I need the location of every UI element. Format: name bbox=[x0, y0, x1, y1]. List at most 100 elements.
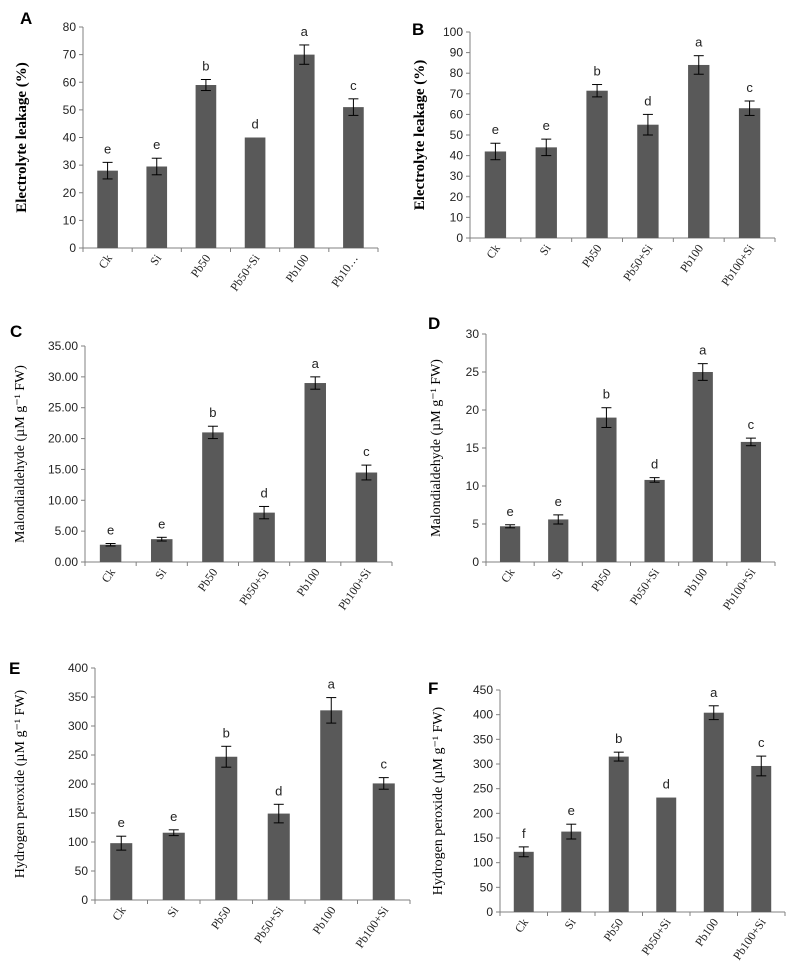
significance-letter: a bbox=[312, 356, 320, 371]
bar bbox=[596, 417, 617, 562]
x-category-label: Pb50 bbox=[579, 242, 605, 270]
x-category-label: Pb100+Si bbox=[353, 903, 392, 950]
x-category-label: Ck bbox=[498, 566, 518, 586]
y-tick-label: 100 bbox=[473, 856, 493, 870]
x-category-label: Pb50+Si bbox=[627, 565, 663, 608]
significance-letter: e bbox=[492, 122, 499, 137]
panel-letter: B bbox=[412, 20, 424, 39]
y-tick-label: 20.00 bbox=[48, 432, 78, 446]
bar bbox=[267, 813, 290, 900]
x-category-label: Pb100 bbox=[310, 904, 339, 937]
y-tick-label: 400 bbox=[473, 708, 493, 722]
y-tick-label: 150 bbox=[473, 831, 493, 845]
y-tick-label: 50 bbox=[450, 128, 464, 142]
bar bbox=[195, 85, 217, 248]
y-tick-label: 30.00 bbox=[48, 370, 78, 384]
y-tick-label: 50 bbox=[75, 864, 89, 878]
significance-letter: b bbox=[615, 731, 622, 746]
y-tick-label: 350 bbox=[473, 732, 493, 746]
x-category-label: Ck bbox=[99, 566, 119, 586]
y-tick-label: 30 bbox=[450, 169, 464, 183]
y-tick-label: 60 bbox=[450, 107, 464, 121]
bar bbox=[97, 170, 118, 248]
x-category-label: Si bbox=[164, 903, 182, 920]
x-category-label: Pb100 bbox=[283, 252, 312, 285]
y-tick-label: 25 bbox=[466, 365, 480, 379]
y-tick-label: 35.00 bbox=[48, 339, 78, 353]
bar bbox=[162, 832, 185, 900]
y-tick-label: 300 bbox=[473, 757, 493, 771]
significance-letter: a bbox=[710, 685, 718, 700]
x-category-label: Pb50 bbox=[588, 566, 614, 594]
bar bbox=[343, 107, 364, 248]
y-tick-label: 50 bbox=[63, 103, 77, 117]
y-tick-label: 50 bbox=[480, 880, 494, 894]
bar bbox=[692, 372, 713, 562]
y-tick-label: 80 bbox=[63, 20, 77, 34]
bar bbox=[484, 151, 507, 238]
panel-d: D Malondialdehyde (µM g⁻¹ FW) 0 5 10 15 20 25 30… bbox=[428, 314, 776, 613]
bar bbox=[146, 166, 168, 248]
x-category-label: Pb10… bbox=[328, 252, 361, 290]
significance-letter: c bbox=[748, 417, 755, 432]
significance-letter: d bbox=[251, 117, 258, 132]
y-axis-label: Malondialdehyde (µM g⁻¹ FW) bbox=[429, 359, 444, 537]
bar bbox=[644, 479, 665, 562]
significance-letter: d bbox=[644, 93, 651, 108]
y-tick-label: 150 bbox=[68, 806, 88, 820]
significance-letter: e bbox=[555, 494, 562, 509]
significance-letter: d bbox=[260, 485, 267, 500]
x-category-label: Pb50+Si bbox=[236, 565, 272, 608]
y-tick-label: 25.00 bbox=[48, 401, 78, 415]
x-category-label: Ck bbox=[483, 242, 503, 262]
bar bbox=[372, 783, 395, 900]
panel-f: F Hydrogen peroxide (µM g⁻¹ FW) 0 50 100 150 2… bbox=[428, 679, 786, 963]
significance-letter: b bbox=[202, 58, 209, 73]
x-category-label: Si bbox=[561, 915, 579, 932]
x-category-label: Pb100+Si bbox=[718, 241, 757, 288]
y-tick-label: 30 bbox=[466, 327, 480, 341]
x-category-label: Pb50 bbox=[188, 252, 214, 280]
y-tick-label: 0 bbox=[81, 893, 88, 907]
x-category-label: Pb100 bbox=[677, 242, 706, 275]
y-axis-label: Malondialdehyde (µM g⁻¹ FW) bbox=[13, 365, 28, 543]
y-tick-label: 10 bbox=[466, 479, 480, 493]
significance-letter: e bbox=[568, 803, 575, 818]
significance-letter: b bbox=[209, 405, 216, 420]
bar bbox=[738, 108, 761, 238]
x-category-label: Si bbox=[548, 565, 566, 582]
significance-letter: e bbox=[170, 809, 177, 824]
panel-letter: C bbox=[10, 322, 22, 341]
bar bbox=[740, 441, 762, 562]
y-tick-label: 400 bbox=[68, 661, 88, 675]
significance-letter: e bbox=[118, 815, 125, 830]
x-category-label: Ck bbox=[512, 916, 532, 936]
y-tick-label: 40 bbox=[63, 131, 77, 145]
bar bbox=[703, 712, 724, 912]
y-tick-label: 60 bbox=[63, 75, 77, 89]
significance-letter: b bbox=[593, 64, 600, 79]
significance-letter: e bbox=[158, 516, 165, 531]
bar bbox=[110, 843, 133, 900]
bar bbox=[355, 472, 378, 562]
bar bbox=[513, 851, 534, 912]
bar bbox=[253, 512, 275, 562]
y-axis-label: Hydrogen peroxide (µM g⁻¹ FW) bbox=[431, 706, 446, 895]
y-axis-label: Hydrogen peroxide (µM g⁻¹ FW) bbox=[13, 689, 28, 878]
bar bbox=[215, 756, 238, 900]
significance-letter: c bbox=[363, 444, 370, 459]
bar bbox=[561, 831, 582, 912]
y-tick-label: 200 bbox=[68, 777, 88, 791]
y-tick-label: 20 bbox=[466, 403, 480, 417]
bar bbox=[151, 539, 173, 562]
y-tick-label: 250 bbox=[473, 782, 493, 796]
y-tick-label: 300 bbox=[68, 719, 88, 733]
significance-letter: b bbox=[603, 387, 610, 402]
bar bbox=[293, 54, 315, 248]
x-category-label: Pb50 bbox=[195, 566, 221, 594]
significance-letter: d bbox=[275, 783, 282, 798]
bar bbox=[304, 383, 326, 562]
x-category-label: Pb100+Si bbox=[335, 565, 374, 612]
significance-letter: e bbox=[543, 118, 550, 133]
